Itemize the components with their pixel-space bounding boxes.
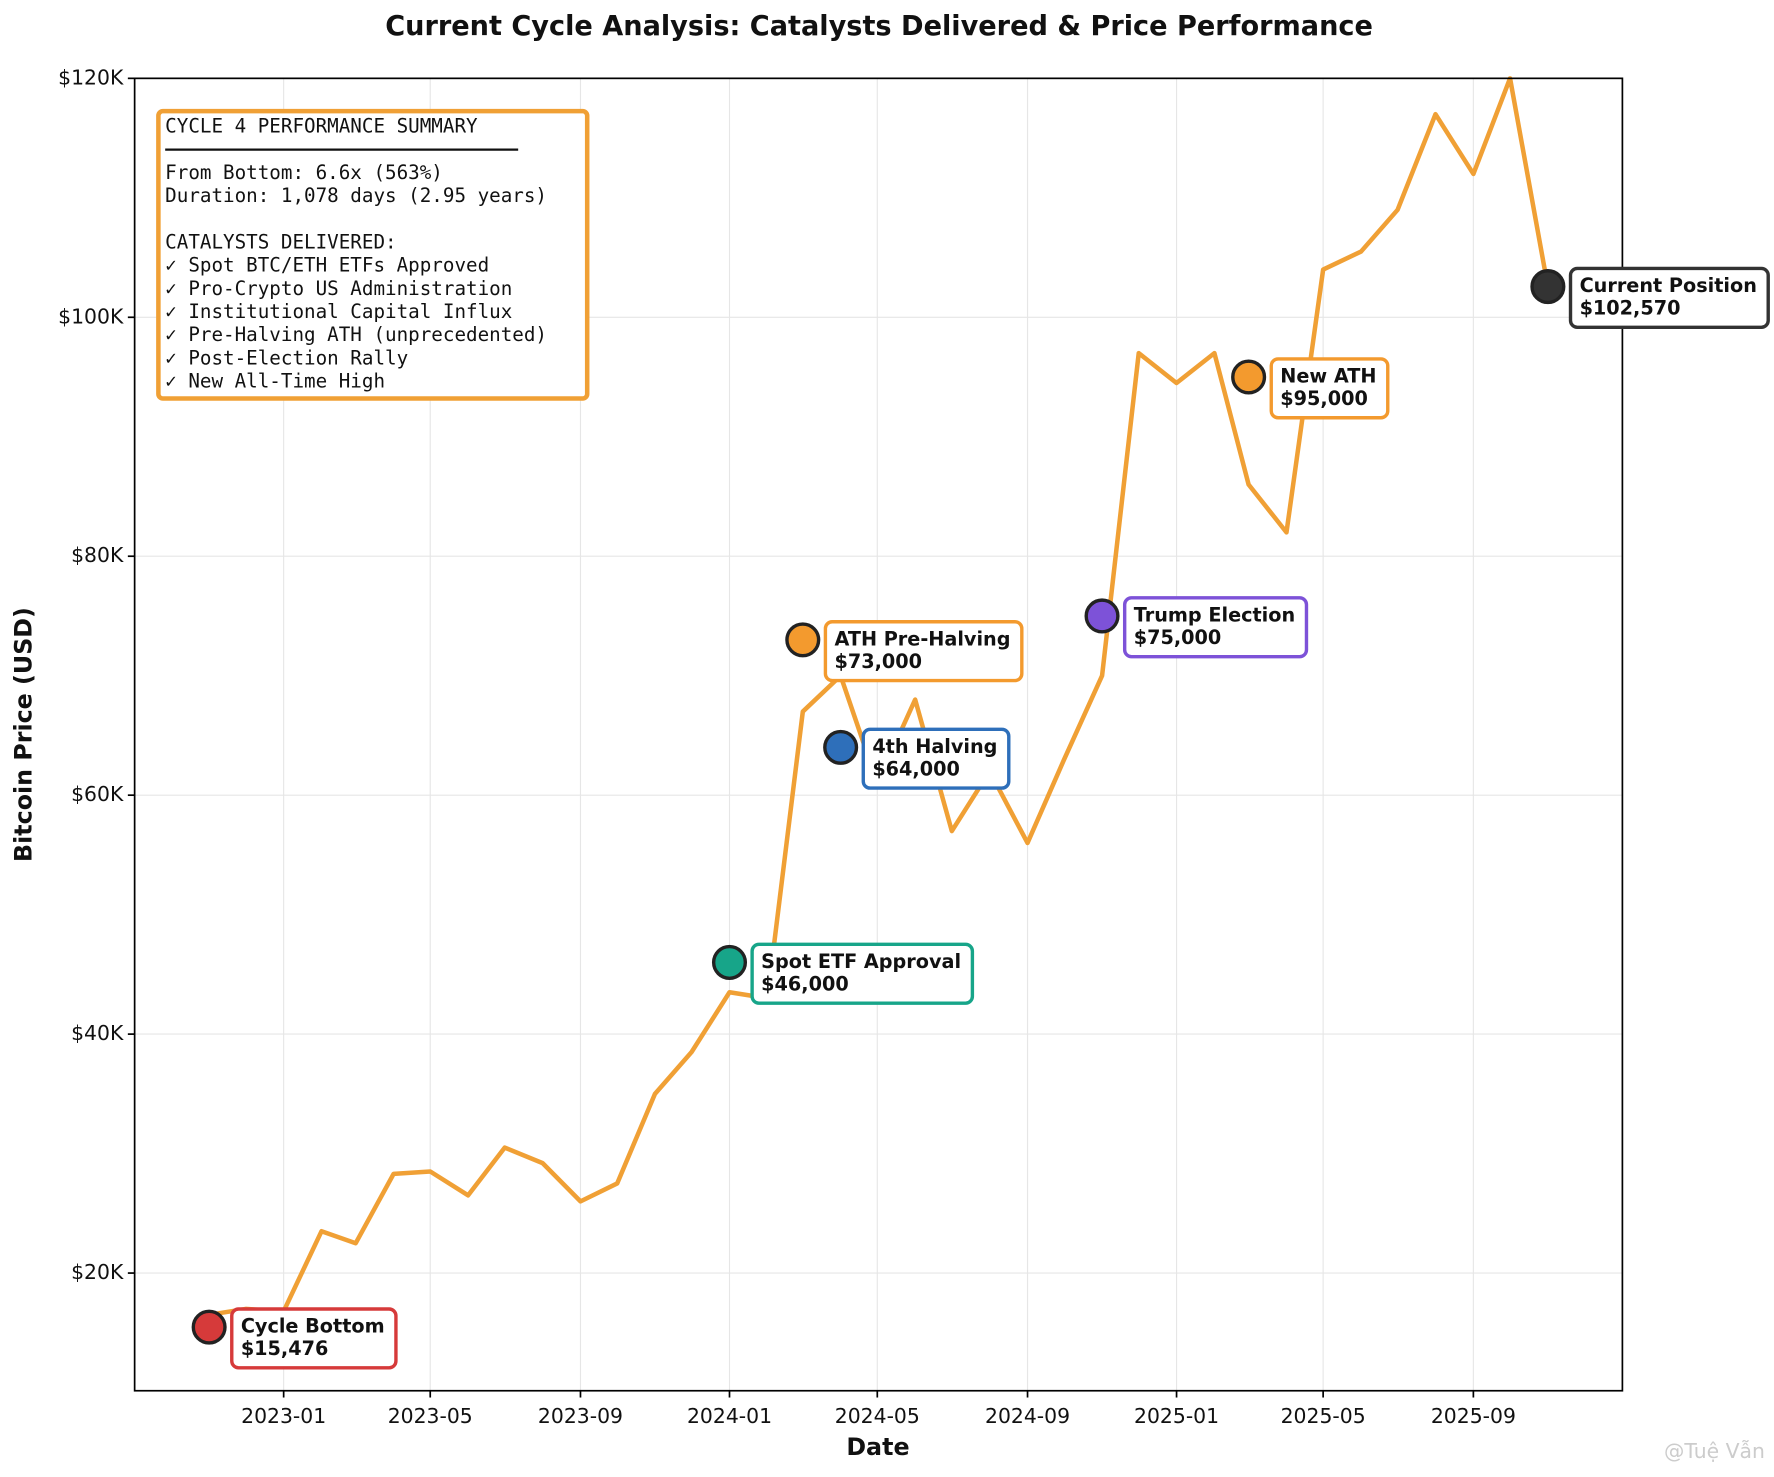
summary-catalyst: ✓ Pro-Crypto US Administration [165,277,512,300]
summary-catalyst: ✓ New All-Time High [165,370,385,393]
y-tick-label: $120K [58,65,124,89]
annotation-label: New ATH [1280,365,1376,388]
plot-frame [133,77,1624,1392]
annotation-value: $102,570 [1580,297,1681,320]
annotation-value: $46,000 [761,973,849,996]
summary-title: CYCLE 4 PERFORMANCE SUMMARY [165,114,478,137]
x-tick-label: 2025-01 [1134,1404,1219,1428]
x-tick-label: 2023-01 [241,1404,326,1428]
annotation-marker [191,1309,227,1345]
summary-catalyst: ✓ Post-Election Rally [165,346,408,369]
summary-catalyst: ✓ Institutional Capital Influx [165,300,512,323]
summary-heading: CATALYSTS DELIVERED: [165,230,396,253]
annotation: ATH Pre-Halving$73,000 [785,620,1024,683]
annotation-box [230,1307,398,1370]
annotation-value: $15,476 [241,1337,329,1360]
summary-stat: Duration: 1,078 days (2.95 years) [165,184,547,207]
annotation-box [1269,357,1390,420]
annotation-marker [1084,598,1120,634]
annotation-marker [785,622,821,658]
annotation-value: $95,000 [1280,387,1368,410]
summary-catalyst: ✓ Spot BTC/ETH ETFs Approved [165,254,489,277]
chart-title: Current Cycle Analysis: Catalysts Delive… [385,11,1373,42]
annotation-marker [711,944,748,980]
x-tick-label: 2024-01 [687,1404,772,1428]
summary-box: CYCLE 4 PERFORMANCE SUMMARY From Bottom: … [156,108,590,401]
annotation-marker [1231,359,1267,395]
annotation-marker [823,729,859,765]
annotation: Spot ETF Approval$46,000 [711,942,975,1005]
annotation: Current Position$102,570 [1530,266,1770,330]
annotation-label: 4th Halving [872,735,997,758]
y-tick-label: $60K [71,782,124,806]
x-axis-label: Date [846,1433,909,1461]
y-tick-label: $100K [58,304,124,328]
y-tick-label: $40K [71,1021,124,1045]
annotation-box [861,727,1011,790]
summary-frame [156,108,590,401]
annotation-label: Trump Election [1134,603,1295,626]
annotation-value: $73,000 [834,650,922,673]
annotation-box [750,942,975,1005]
summary-stat: From Bottom: 6.6x (563%) [165,161,443,184]
annotation-value: $64,000 [872,758,960,781]
x-tick-label: 2023-05 [388,1404,473,1428]
y-axis-label: Bitcoin Price (USD) [9,607,37,862]
y-tick-label: $20K [71,1260,124,1284]
annotation-box [1568,266,1770,330]
x-tick-label: 2025-09 [1431,1404,1516,1428]
x-tick-label: 2024-09 [985,1404,1070,1428]
summary-catalyst: ✓ Pre-Halving ATH (unprecedented) [165,323,547,346]
annotation-value: $75,000 [1134,626,1222,649]
annotation-box [823,620,1024,683]
annotation-box [1122,596,1309,659]
annotation-label: Spot ETF Approval [761,950,961,973]
annotation-marker [1530,269,1566,305]
x-tick-label: 2024-05 [835,1404,920,1428]
annotation: New ATH$95,000 [1231,357,1390,420]
annotation-label: ATH Pre-Halving [834,627,1010,650]
y-tick-label: $80K [71,543,124,567]
annotation: 4th Halving$64,000 [823,727,1011,790]
x-tick-label: 2023-09 [538,1404,623,1428]
annotation: Cycle Bottom$15,476 [191,1307,398,1370]
annotation-label: Cycle Bottom [241,1315,385,1338]
annotation: Trump Election$75,000 [1084,596,1309,659]
watermark: @Tuệ Vẫn [1664,1438,1765,1463]
x-tick-label: 2025-05 [1281,1404,1366,1428]
annotation-label: Current Position [1580,274,1757,297]
